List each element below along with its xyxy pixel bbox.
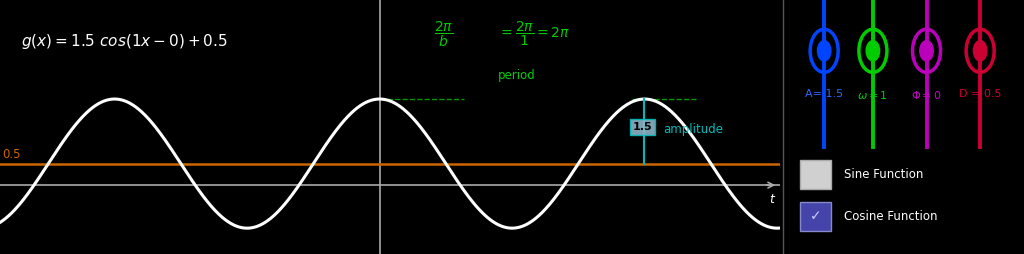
Text: ✓: ✓ (810, 209, 821, 224)
Text: $g(x) = 1.5\ \mathit{cos}(1x - 0) + 0.5$: $g(x) = 1.5\ \mathit{cos}(1x - 0) + 0.5$ (22, 32, 228, 51)
Text: 1.5: 1.5 (633, 122, 652, 132)
Text: $= \dfrac{2\pi}{1} = 2\pi$: $= \dfrac{2\pi}{1} = 2\pi$ (498, 19, 570, 48)
Text: amplitude: amplitude (664, 123, 723, 136)
Text: Sine Function: Sine Function (844, 168, 923, 181)
Ellipse shape (974, 41, 987, 61)
Text: $\omega = 1$: $\omega = 1$ (857, 89, 889, 101)
Text: D = 0.5: D = 0.5 (958, 89, 1001, 99)
Text: 0.5: 0.5 (2, 148, 20, 161)
Text: period: period (498, 69, 536, 82)
Text: Cosine Function: Cosine Function (844, 210, 937, 223)
Bar (800, 160, 831, 189)
Ellipse shape (817, 41, 830, 61)
Ellipse shape (866, 41, 880, 61)
Text: t: t (769, 193, 774, 206)
Text: $\dfrac{2\pi}{b}$: $\dfrac{2\pi}{b}$ (434, 19, 454, 49)
Bar (800, 202, 831, 231)
Text: A= 1.5: A= 1.5 (805, 89, 843, 99)
Text: $\Phi = 0$: $\Phi = 0$ (911, 89, 942, 101)
Ellipse shape (920, 41, 933, 61)
